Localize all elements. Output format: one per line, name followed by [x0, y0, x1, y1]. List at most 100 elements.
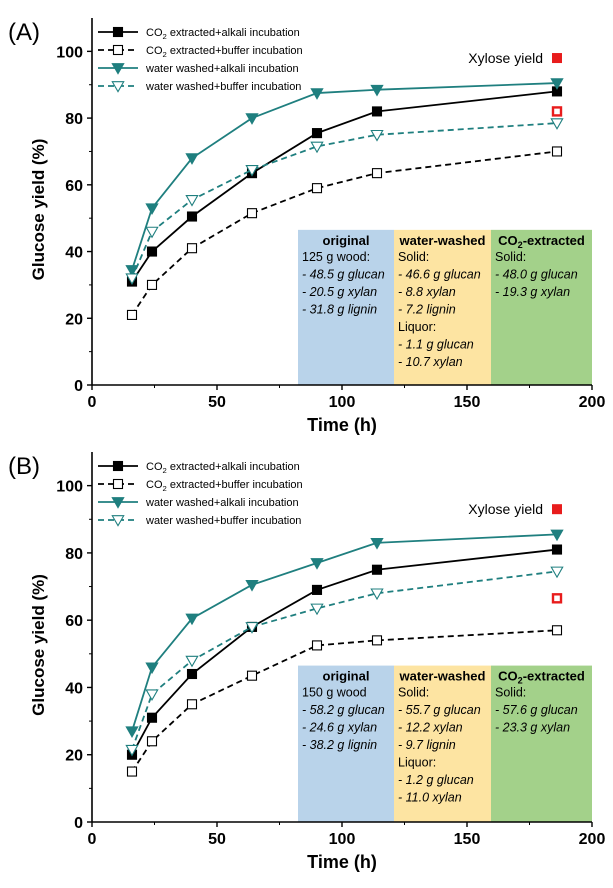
x-tick-label: 0: [88, 831, 97, 848]
legend-entry: water washed+buffer incubation: [98, 515, 301, 527]
legend-label: CO2 extracted+alkali incubation: [146, 461, 300, 475]
data-point: [311, 584, 323, 595]
table-column-1: water-washed Solid: - 46.6 g glucan - 8.8 x…: [394, 229, 491, 385]
xylose-label: Xylose yield: [468, 50, 543, 66]
data-point: [550, 118, 564, 130]
table-column-bg: [298, 665, 394, 822]
legend: CO2 extracted+alkali incubation CO2 extra…: [98, 460, 303, 527]
table-line: - 11.0 xylan: [398, 791, 462, 805]
data-point: [185, 195, 199, 207]
data-point: [111, 81, 125, 93]
panel-label: (A): [8, 19, 40, 46]
table-line: - 55.7 g glucan: [398, 703, 481, 717]
data-point: [112, 44, 124, 56]
legend-label: water washed+buffer incubation: [145, 515, 301, 527]
data-point: [371, 168, 383, 179]
data-point: [245, 164, 259, 177]
x-axis-label: Time (h): [307, 852, 377, 872]
data-point: [245, 580, 259, 592]
data-point: [370, 537, 384, 550]
table-line: - 19.3 g xylan: [495, 285, 570, 299]
data-point: [550, 566, 564, 579]
y-tick-label: 100: [56, 44, 83, 61]
xylose-label: Xylose yield: [468, 501, 543, 517]
data-point: [186, 699, 198, 710]
y-tick-label: 80: [65, 546, 83, 563]
y-tick-label: 20: [65, 748, 83, 765]
legend-entry: CO2 extracted+alkali incubation: [98, 26, 300, 41]
xylose-point: [552, 53, 562, 64]
legend-label: water washed+alkali incubation: [145, 63, 299, 75]
table-column-bg: [491, 229, 592, 385]
x-tick-label: 50: [208, 831, 226, 848]
x-tick-label: 150: [454, 394, 481, 411]
legend-entry: CO2 extracted+alkali incubation: [98, 460, 300, 475]
data-point: [125, 744, 139, 757]
y-tick-label: 20: [65, 311, 83, 328]
y-tick-label: 0: [74, 815, 83, 832]
data-point: [185, 613, 199, 626]
table-line: Solid:: [495, 686, 526, 700]
data-point: [112, 26, 124, 38]
data-point: [245, 113, 259, 125]
series-3: [125, 118, 564, 286]
data-point: [111, 497, 125, 509]
table-line: - 48.5 g glucan: [302, 267, 385, 281]
data-point: [145, 662, 159, 675]
table-line: - 57.6 g glucan: [495, 703, 578, 717]
legend-label: water washed+alkali incubation: [145, 497, 299, 509]
data-point: [145, 689, 159, 701]
legend-label: water washed+buffer incubation: [145, 81, 301, 93]
panel-label: (B): [8, 453, 40, 480]
y-axis-label: Glucose yield (%): [29, 139, 48, 281]
table-line: Solid:: [495, 250, 526, 264]
table-line: - 31.8 g lignin: [302, 302, 377, 316]
y-tick-label: 0: [74, 378, 83, 395]
xylose-point: [552, 504, 562, 515]
series-1: [126, 625, 563, 777]
x-tick-label: 200: [579, 394, 606, 411]
composition-table: original 150 g wood - 58.2 g glucan - 24.6 …: [298, 665, 592, 822]
table-column-bg: [394, 665, 491, 822]
data-point: [370, 129, 384, 142]
chart-panel-b: (B) original 150 g wood - 58.2 g glucan - 24…: [8, 452, 605, 872]
table-column-title: original: [323, 233, 370, 248]
table-line: - 1.1 g glucan: [398, 337, 474, 351]
legend-entry: water washed+alkali incubation: [98, 63, 299, 75]
table-line: - 58.2 g glucan: [302, 703, 385, 717]
table-column-0: original 150 g wood - 58.2 g glucan - 24.6 …: [298, 665, 394, 822]
xylose-points: [551, 53, 563, 117]
data-point: [186, 668, 198, 680]
table-line: - 38.2 g lignin: [302, 738, 377, 752]
legend-label: CO2 extracted+buffer incubation: [146, 45, 303, 59]
data-point: [125, 265, 139, 277]
series-2: [125, 529, 564, 738]
data-point: [125, 273, 139, 286]
series-3: [125, 566, 564, 757]
legend-entry: water washed+buffer incubation: [98, 81, 301, 93]
data-point: [126, 309, 138, 320]
xylose-points: [551, 504, 563, 604]
table-column-bg: [491, 665, 592, 822]
table-line: - 46.6 g glucan: [398, 267, 481, 281]
data-point: [551, 544, 563, 555]
data-point: [126, 766, 138, 777]
data-point: [185, 153, 199, 165]
table-line: - 24.6 g xylan: [302, 721, 377, 735]
data-point: [185, 655, 199, 668]
data-point: [310, 558, 324, 570]
legend-label: CO2 extracted+buffer incubation: [146, 479, 303, 493]
y-tick-label: 80: [65, 111, 83, 128]
table-column-title: water-washed: [399, 669, 486, 684]
data-point: [550, 529, 564, 542]
table-line: 125 g wood:: [302, 250, 370, 264]
x-tick-label: 100: [329, 831, 356, 848]
table-line: - 23.3 g xylan: [495, 721, 570, 735]
table-line: Liquor:: [398, 320, 436, 334]
data-point: [246, 208, 258, 219]
series-1: [126, 146, 563, 320]
data-point: [125, 726, 139, 738]
table-column-title: CO2-extracted: [498, 669, 585, 686]
